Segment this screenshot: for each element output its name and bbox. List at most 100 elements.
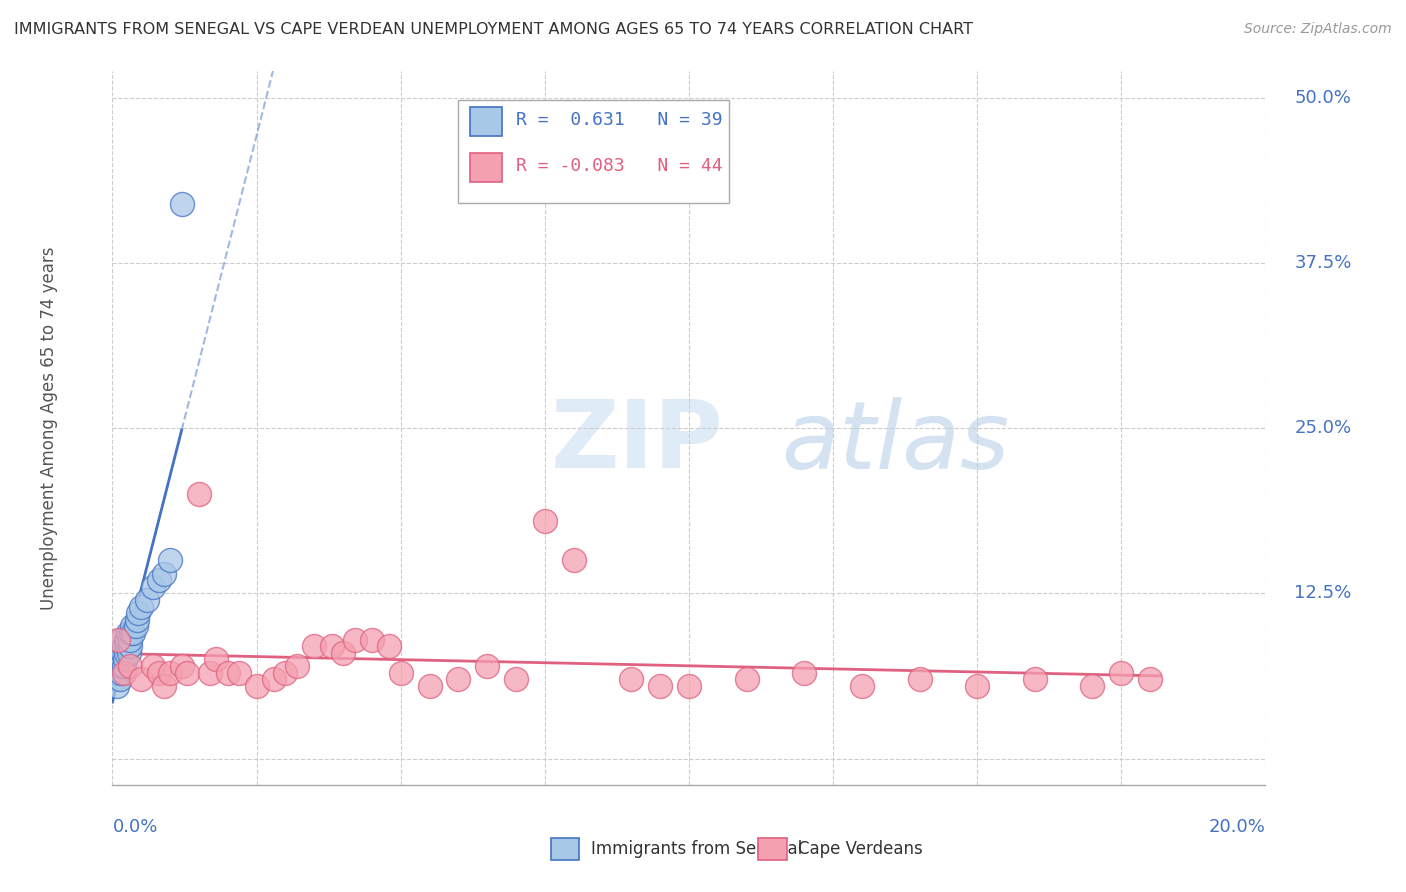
Point (908, 672, 931, 686)
Point (360, 632, 382, 647)
Point (620, 672, 643, 686)
Point (285, 659, 308, 673)
Point (142, 659, 165, 673)
FancyBboxPatch shape (551, 838, 579, 860)
Text: 20.0%: 20.0% (1209, 818, 1265, 836)
Text: 50.0%: 50.0% (1295, 89, 1351, 107)
Point (735, 672, 758, 686)
Point (107, 646, 129, 660)
Point (125, 613, 148, 627)
Point (110, 632, 132, 647)
Point (966, 679, 988, 693)
FancyBboxPatch shape (758, 838, 787, 860)
Point (343, 632, 366, 647)
Point (378, 639, 401, 653)
Point (389, 665, 412, 680)
Point (127, 606, 149, 620)
Point (263, 672, 285, 686)
Text: R =  0.631   N = 39: R = 0.631 N = 39 (516, 111, 723, 128)
Point (111, 659, 134, 673)
Point (107, 632, 129, 647)
Point (142, 580, 165, 594)
Point (105, 679, 128, 693)
Point (1081, 679, 1104, 693)
Point (117, 646, 139, 660)
Point (332, 646, 354, 660)
Point (120, 626, 142, 640)
Point (176, 665, 198, 680)
Point (107, 659, 129, 673)
Point (475, 659, 499, 673)
Point (112, 659, 135, 673)
Point (129, 599, 153, 614)
Point (112, 639, 135, 653)
Point (153, 679, 176, 693)
Text: 12.5%: 12.5% (1295, 584, 1351, 602)
Point (1024, 672, 1046, 686)
Point (124, 619, 146, 633)
Point (103, 665, 125, 680)
Point (114, 632, 136, 647)
Point (148, 573, 170, 587)
Point (188, 487, 211, 501)
Text: IMMIGRANTS FROM SENEGAL VS CAPE VERDEAN UNEMPLOYMENT AMONG AGES 65 TO 74 YEARS C: IMMIGRANTS FROM SENEGAL VS CAPE VERDEAN … (14, 22, 973, 37)
Point (121, 619, 143, 633)
Point (419, 679, 441, 693)
Text: 25.0%: 25.0% (1295, 419, 1351, 437)
Text: Cape Verdeans: Cape Verdeans (799, 840, 924, 858)
Point (170, 659, 193, 673)
FancyBboxPatch shape (458, 100, 730, 203)
Point (246, 679, 269, 693)
Point (112, 665, 135, 680)
Point (205, 652, 228, 666)
Point (118, 659, 141, 673)
Point (129, 672, 153, 686)
Point (200, 665, 222, 680)
Point (321, 639, 343, 653)
Point (159, 553, 181, 567)
Text: ZIP: ZIP (551, 396, 724, 489)
Point (170, 196, 193, 211)
Point (217, 665, 239, 680)
Text: Source: ZipAtlas.com: Source: ZipAtlas.com (1244, 22, 1392, 37)
Point (118, 632, 141, 647)
Point (562, 553, 585, 567)
Point (115, 646, 138, 660)
Point (793, 665, 815, 680)
Point (107, 665, 129, 680)
Point (1139, 672, 1161, 686)
Point (117, 632, 139, 647)
Point (274, 665, 297, 680)
Point (108, 672, 131, 686)
Point (108, 652, 131, 666)
Point (115, 639, 138, 653)
Point (111, 646, 134, 660)
Point (104, 672, 127, 686)
Point (110, 665, 132, 680)
Point (136, 593, 159, 607)
Point (118, 639, 141, 653)
Point (447, 672, 470, 686)
Point (121, 626, 143, 640)
Point (111, 652, 134, 666)
Point (678, 679, 700, 693)
Point (505, 672, 527, 686)
Point (110, 646, 132, 660)
Point (159, 665, 181, 680)
Text: Unemployment Among Ages 65 to 74 years: Unemployment Among Ages 65 to 74 years (39, 246, 58, 610)
Point (851, 679, 873, 693)
Point (304, 639, 326, 653)
Point (153, 566, 176, 581)
Point (1111, 665, 1133, 680)
Text: Immigrants from Senegal: Immigrants from Senegal (591, 840, 803, 858)
Point (228, 665, 250, 680)
FancyBboxPatch shape (470, 107, 502, 136)
Point (148, 665, 170, 680)
Text: R = -0.083   N = 44: R = -0.083 N = 44 (516, 157, 723, 175)
Text: atlas: atlas (782, 397, 1010, 488)
Text: 37.5%: 37.5% (1295, 254, 1351, 272)
FancyBboxPatch shape (470, 153, 502, 182)
Point (650, 679, 672, 693)
Point (534, 514, 557, 528)
Point (105, 659, 128, 673)
